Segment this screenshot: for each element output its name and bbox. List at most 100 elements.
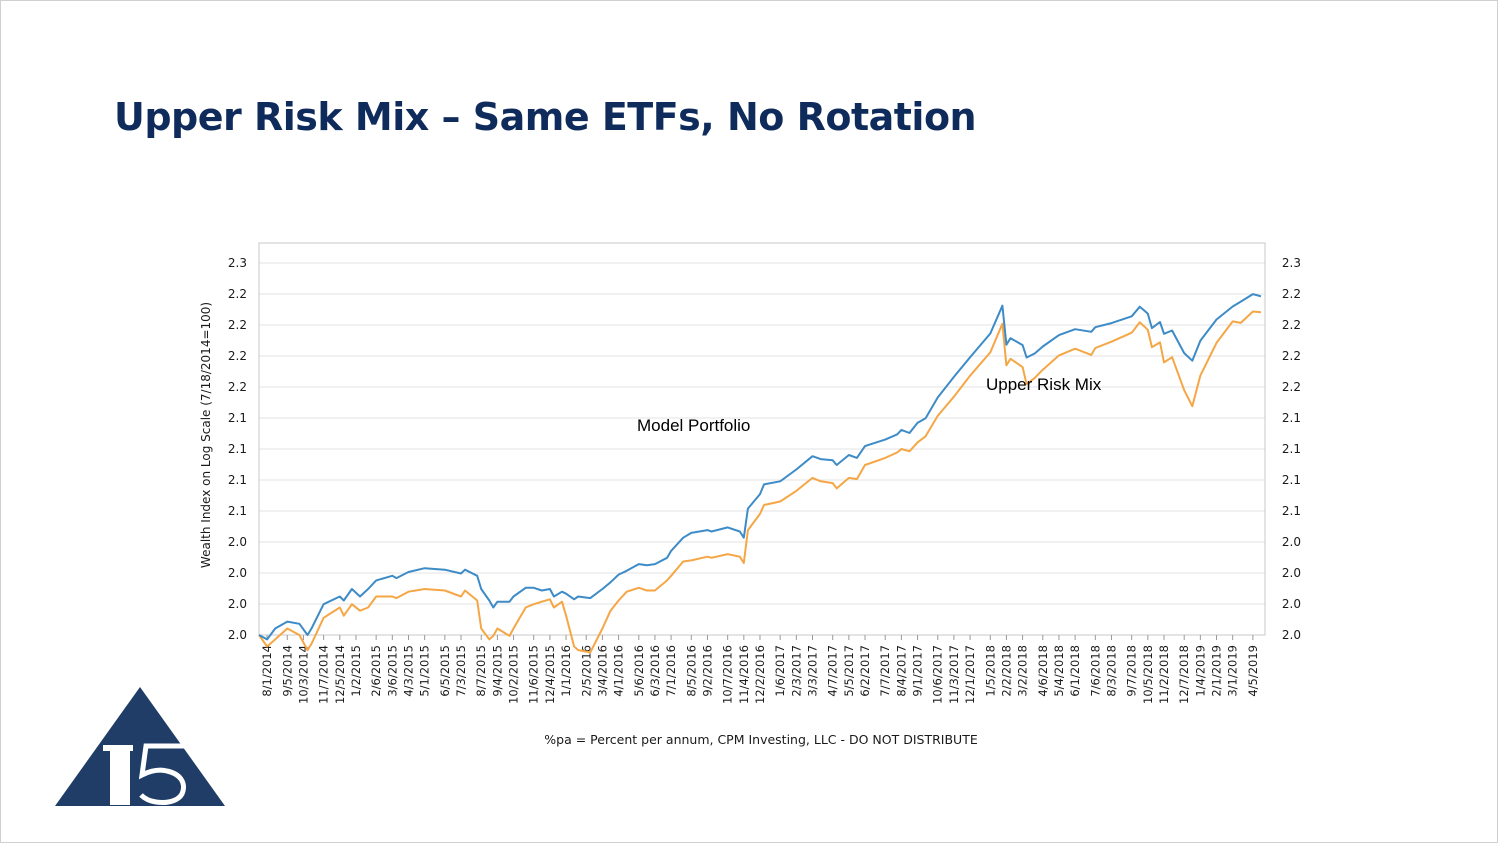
annotation-model-portfolio: Model Portfolio <box>637 416 750 435</box>
x-tick-label: 9/7/2018 <box>1125 645 1139 697</box>
x-tick-label: 8/7/2015 <box>474 645 488 697</box>
x-tick-label: 6/5/2015 <box>438 645 452 697</box>
x-tick-label: 11/7/2014 <box>317 645 331 704</box>
y-tick-label-left: 2.3 <box>228 256 247 270</box>
x-tick-label: 3/4/2016 <box>595 645 609 697</box>
y-tick-label-right: 2.2 <box>1282 349 1301 363</box>
x-tick-label: 9/4/2015 <box>490 645 504 697</box>
x-tick-label: 1/6/2017 <box>773 645 787 697</box>
y-tick-label-left: 2.1 <box>228 411 247 425</box>
y-tick-label-right: 2.3 <box>1282 256 1301 270</box>
x-tick-label: 12/5/2014 <box>333 645 347 704</box>
y-tick-label-right: 2.1 <box>1282 442 1301 456</box>
y-tick-label-right: 2.2 <box>1282 380 1301 394</box>
x-tick-label: 2/6/2015 <box>369 645 383 697</box>
x-tick-label: 7/1/2016 <box>664 645 678 697</box>
x-tick-label: 9/2/2016 <box>700 645 714 697</box>
y-tick-label-right: 2.1 <box>1282 504 1301 518</box>
logo-digit-one-serif <box>103 745 133 751</box>
x-tick-label: 5/6/2016 <box>632 645 646 697</box>
y-axis-title: Wealth Index on Log Scale (7/18/2014=100… <box>199 302 213 568</box>
series-line-model-portfolio <box>258 293 1262 641</box>
y-axis-left: 2.0 2.0 2.0 2.0 2.1 2.1 2.1 2.1 2.2 2.2 2.2 2.2 2.3 <box>228 256 247 642</box>
y-tick-label-left: 2.0 <box>228 628 247 642</box>
y-tick-label-right: 2.0 <box>1282 535 1301 549</box>
x-tick-label: 7/6/2018 <box>1088 645 1102 697</box>
y-tick-label-left: 2.0 <box>228 535 247 549</box>
y-tick-label-left: 2.2 <box>228 318 247 332</box>
x-tick-label: 4/3/2015 <box>401 645 415 697</box>
y-tick-label-right: 2.1 <box>1282 473 1301 487</box>
x-tick-label: 3/6/2015 <box>385 645 399 697</box>
x-tick-label: 5/4/2018 <box>1052 645 1066 697</box>
x-tick-label: 6/2/2017 <box>858 645 872 697</box>
chart-footnote: %pa = Percent per annum, CPM Investing, … <box>544 732 978 747</box>
x-tick-label: 3/2/2018 <box>1016 645 1030 697</box>
x-tick-label: 3/1/2019 <box>1226 645 1240 697</box>
x-tick-label: 12/7/2018 <box>1177 645 1191 704</box>
x-tick-label: 8/5/2016 <box>684 645 698 697</box>
x-tick-label: 10/7/2016 <box>721 645 735 704</box>
x-tick-label: 12/4/2015 <box>543 645 557 704</box>
y-tick-label-right: 2.2 <box>1282 318 1301 332</box>
x-tick-label: 4/1/2016 <box>612 645 626 697</box>
company-logo <box>55 687 225 806</box>
x-tick-label: 8/3/2018 <box>1104 645 1118 697</box>
x-tick-label: 7/3/2015 <box>454 645 468 697</box>
y-tick-label-right: 2.0 <box>1282 566 1301 580</box>
x-tick-label: 9/5/2014 <box>280 645 294 697</box>
x-tick-label: 10/5/2018 <box>1141 645 1155 704</box>
x-tick-label: 11/6/2015 <box>527 645 541 704</box>
y-tick-label-left: 2.1 <box>228 473 247 487</box>
x-tick-label: 5/1/2015 <box>418 645 432 697</box>
y-tick-label-right: 2.0 <box>1282 597 1301 611</box>
x-tick-label: 1/2/2015 <box>349 645 363 697</box>
x-tick-label: 4/7/2017 <box>826 645 840 697</box>
x-tick-label: 8/4/2017 <box>894 645 908 697</box>
y-tick-label-left: 2.0 <box>228 597 247 611</box>
x-tick-label: 2/3/2017 <box>789 645 803 697</box>
y-tick-label-left: 2.2 <box>228 287 247 301</box>
x-tick-label: 6/3/2016 <box>648 645 662 697</box>
x-tick-label: 2/2/2018 <box>999 645 1013 697</box>
y-tick-label-right: 2.1 <box>1282 411 1301 425</box>
x-tick-label: 11/3/2017 <box>947 645 961 704</box>
x-axis: 8/1/2014 9/5/2014 10/3/2014 11/7/2014 12/5/2… <box>260 635 1260 704</box>
x-tick-label: 11/4/2016 <box>737 645 751 704</box>
y-tick-label-right: 2.2 <box>1282 287 1301 301</box>
x-tick-label: 8/1/2014 <box>260 645 274 697</box>
x-tick-label: 10/6/2017 <box>931 645 945 704</box>
logo-digit-one <box>110 745 130 805</box>
x-tick-label: 5/5/2017 <box>842 645 856 697</box>
x-tick-label: 2/5/2016 <box>579 645 593 697</box>
x-tick-label: 12/2/2016 <box>753 645 767 704</box>
logo-triangle <box>55 687 225 806</box>
gridlines <box>259 262 1265 636</box>
x-tick-label: 1/1/2016 <box>559 645 573 697</box>
x-tick-label: 4/6/2018 <box>1036 645 1050 697</box>
y-tick-label-left: 2.2 <box>228 349 247 363</box>
x-tick-label: 10/3/2014 <box>296 645 310 704</box>
x-tick-label: 11/2/2018 <box>1157 645 1171 704</box>
x-tick-label: 7/7/2017 <box>878 645 892 697</box>
y-tick-label-left: 2.2 <box>228 380 247 394</box>
logo-digit-five <box>138 743 186 805</box>
annotation-upper-risk-mix: Upper Risk Mix <box>986 375 1102 394</box>
y-tick-label-left: 2.1 <box>228 442 247 456</box>
x-tick-label: 6/1/2018 <box>1068 645 1082 697</box>
x-tick-label: 4/5/2019 <box>1246 645 1260 697</box>
x-tick-label: 1/4/2019 <box>1193 645 1207 697</box>
x-tick-label: 9/1/2017 <box>911 645 925 697</box>
y-tick-label-left: 2.0 <box>228 566 247 580</box>
y-axis-right: 2.0 2.0 2.0 2.0 2.1 2.1 2.1 2.1 2.2 2.2 2.2 2.2 2.3 <box>1282 256 1301 642</box>
x-tick-label: 3/3/2017 <box>806 645 820 697</box>
y-tick-label-left: 2.1 <box>228 504 247 518</box>
x-tick-label: 2/1/2019 <box>1210 645 1224 697</box>
x-tick-label: 1/5/2018 <box>983 645 997 697</box>
plot-area <box>258 242 1266 636</box>
x-tick-label: 10/2/2015 <box>507 645 521 704</box>
slide-title: Upper Risk Mix – Same ETFs, No Rotation <box>114 95 977 139</box>
y-tick-label-right: 2.0 <box>1282 628 1301 642</box>
